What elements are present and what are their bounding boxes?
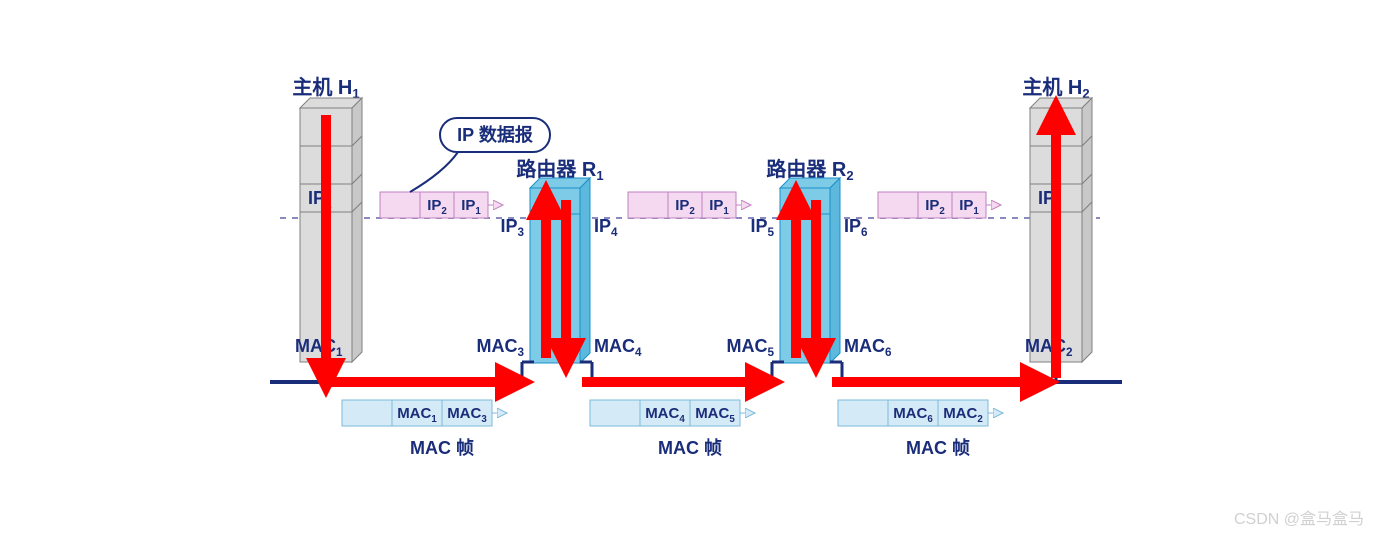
mac-frame-label: MAC 帧: [410, 437, 474, 458]
svg-text:MAC5: MAC5: [726, 336, 774, 359]
svg-text:MAC3: MAC3: [476, 336, 524, 359]
svg-text:IP 数据报: IP 数据报: [457, 124, 533, 145]
svg-text:MAC4: MAC4: [594, 336, 642, 359]
mac-frame-2: MAC6MAC2: [838, 400, 994, 426]
svg-text:主机 H1: 主机 H1: [292, 75, 359, 101]
watermark: CSDN @盒马盒马: [1234, 510, 1364, 528]
network-diagram: 主机 H1IP1MAC1主机 H2IP2MAC2路由器 R1IP3IP4MAC3…: [0, 0, 1378, 538]
mac-frame-label: MAC 帧: [906, 437, 970, 458]
mac-frame-label: MAC 帧: [658, 437, 722, 458]
ip-datagram-1: IP2IP1: [628, 192, 742, 218]
svg-text:MAC6: MAC6: [844, 336, 892, 359]
mac-frame-0: MAC1MAC3: [342, 400, 498, 426]
svg-text:主机 H2: 主机 H2: [1022, 75, 1089, 101]
mac-frame-1: MAC4MAC5: [590, 400, 746, 426]
ip-datagram-2: IP2IP1: [878, 192, 992, 218]
svg-text:MAC2: MAC2: [1025, 336, 1073, 359]
ip-datagram-0: IP2IP1: [380, 192, 494, 218]
svg-text:MAC1: MAC1: [295, 336, 343, 359]
